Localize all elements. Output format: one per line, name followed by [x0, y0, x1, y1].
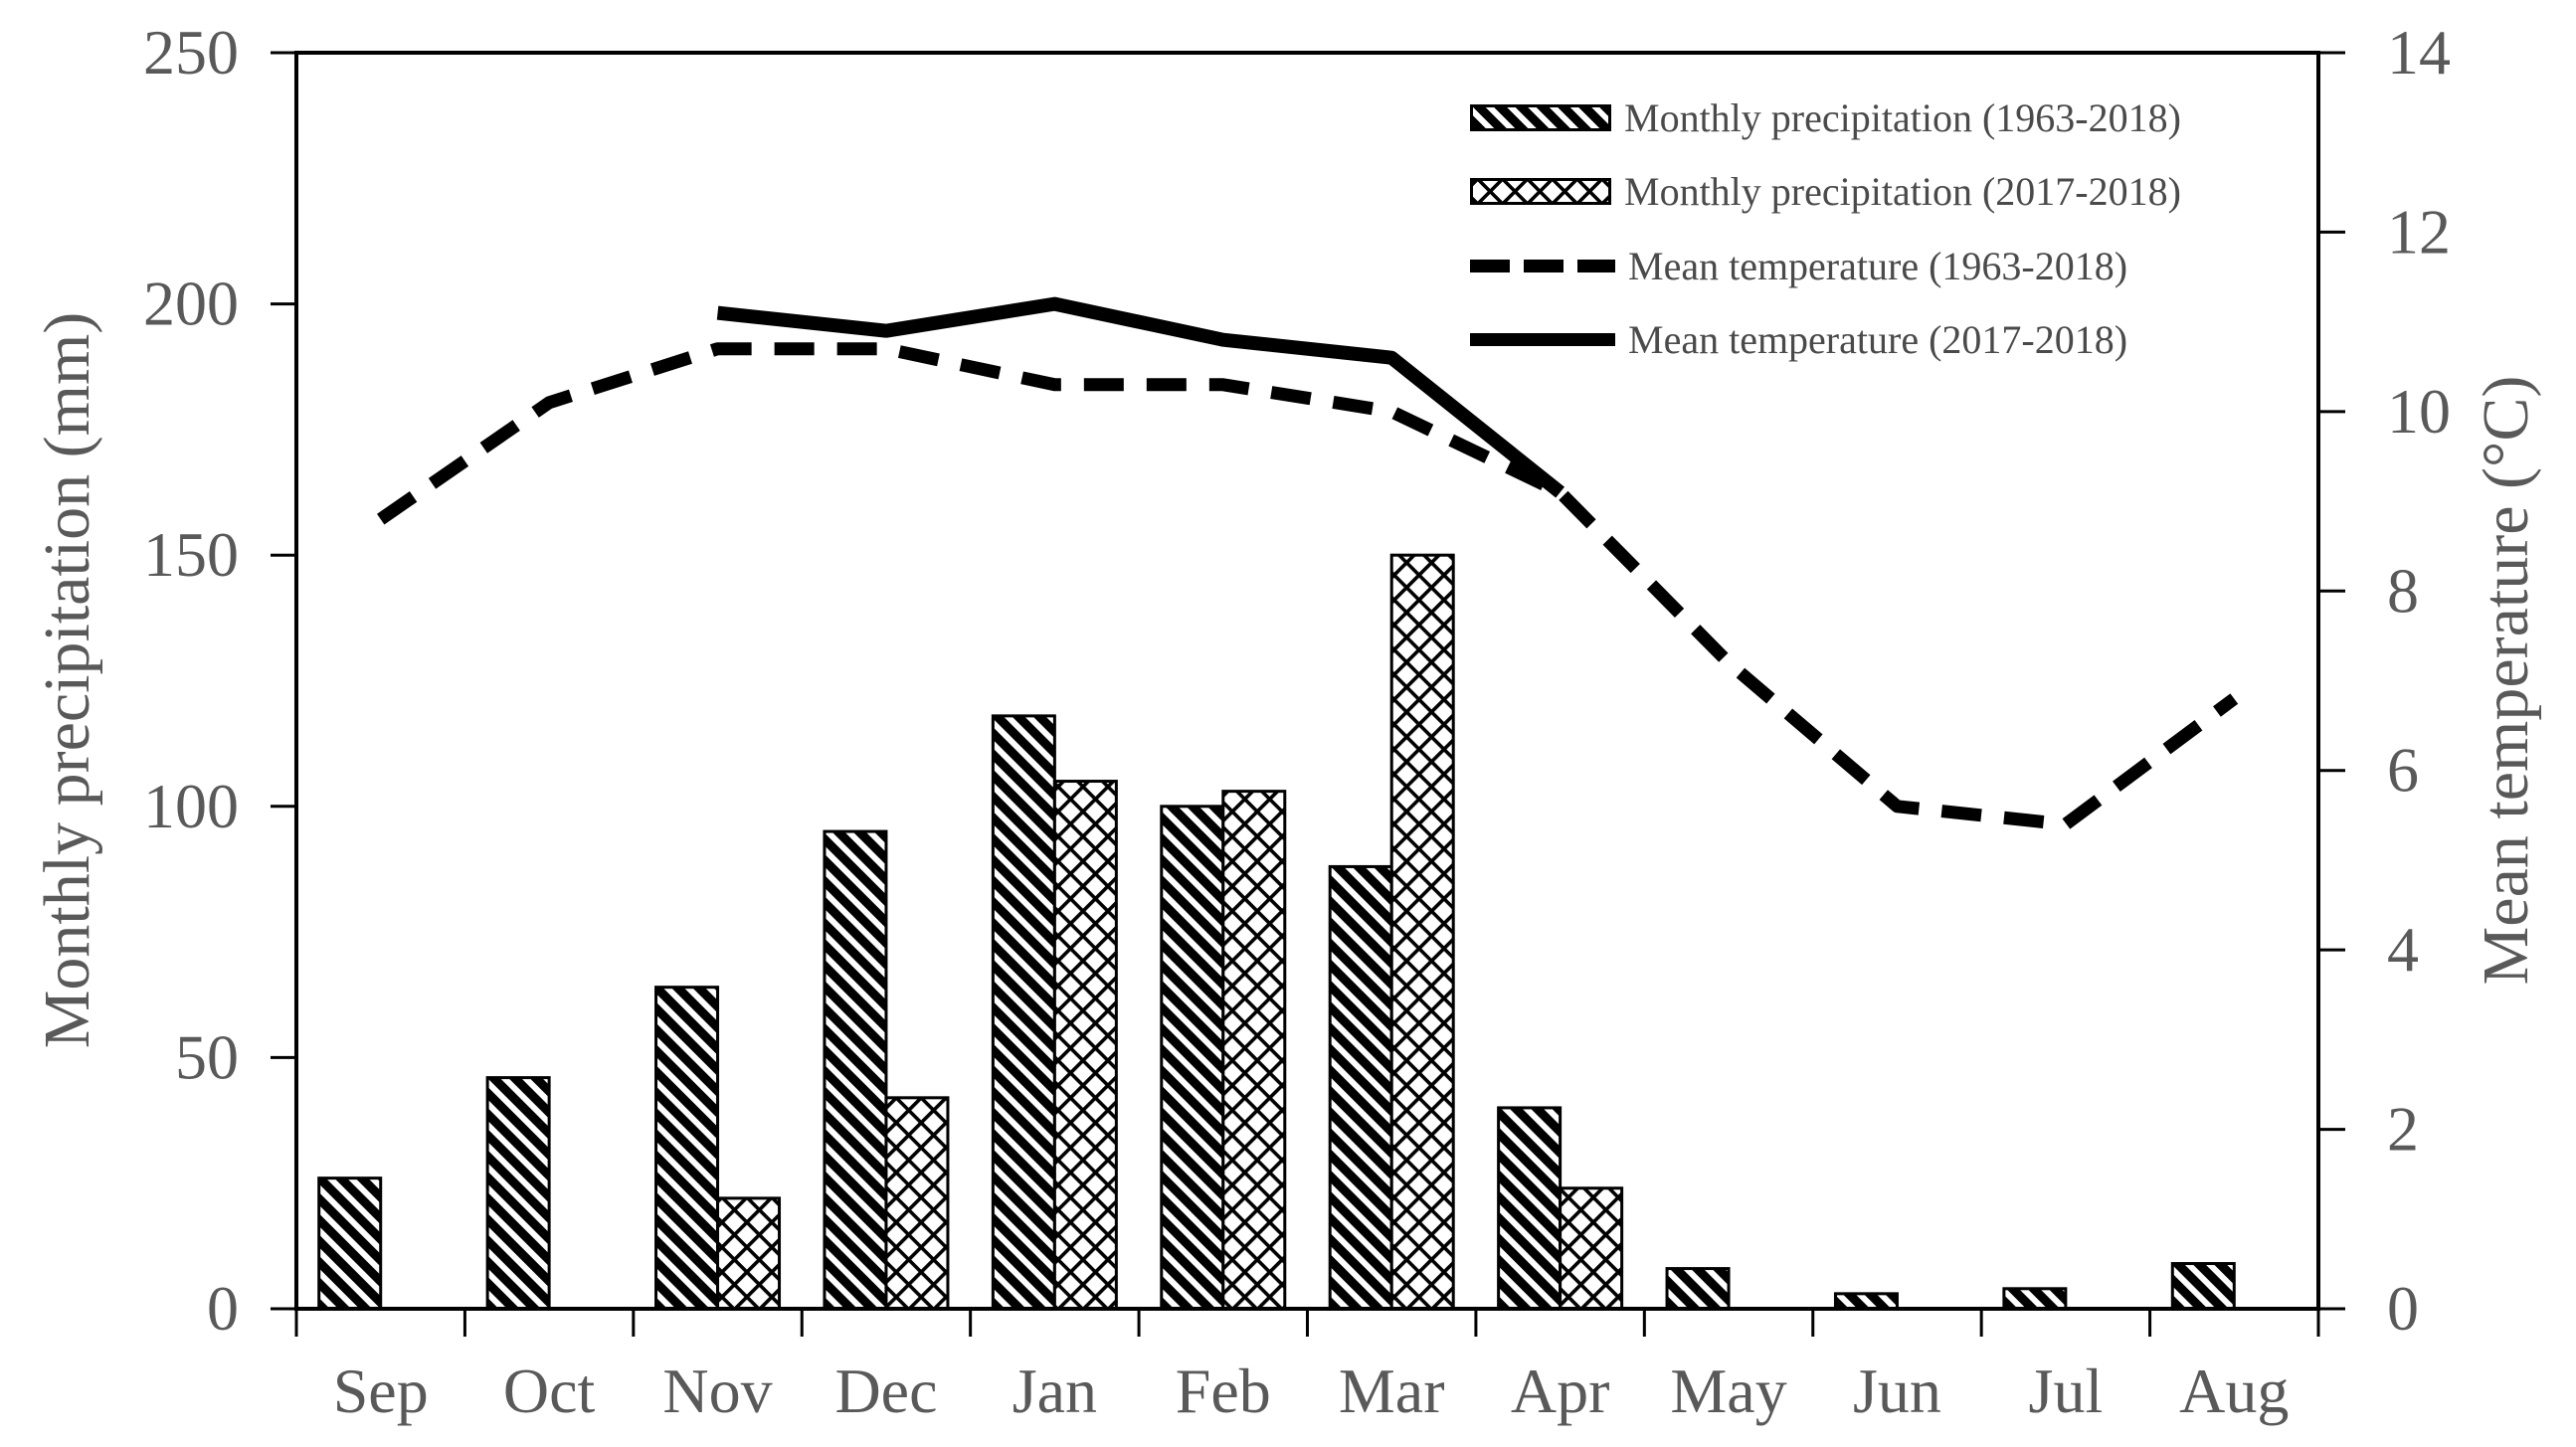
right-axis-tick-label-8: 8 [2387, 555, 2419, 626]
left-axis-tick-label-50: 50 [175, 1021, 239, 1092]
bar-precip-2017-2018-Dec [884, 1096, 950, 1311]
x-axis-month-label-Jul: Jul [2029, 1356, 2104, 1426]
right-axis-title: Mean temperature (°C) [2470, 375, 2542, 986]
left-axis-tick-label-200: 200 [143, 269, 239, 339]
x-axis-month-label-Aug: Aug [2179, 1356, 2289, 1426]
solid-line-swatch-icon [1470, 332, 1615, 346]
x-axis-month-label-May: May [1670, 1356, 1786, 1426]
diagonal-hatch-swatch-icon [1470, 103, 1611, 131]
legend-label: Monthly precipitation (1963-2018) [1624, 94, 2181, 140]
bar-precip-1963-2018-Mar [1328, 864, 1393, 1311]
bar-precip-1963-2018-Apr [1497, 1106, 1563, 1311]
right-axis-tick-label-12: 12 [2387, 196, 2451, 267]
x-axis-month-label-Nov: Nov [662, 1356, 772, 1426]
x-axis-month-label-Feb: Feb [1176, 1356, 1271, 1426]
bar-precip-1963-2018-Feb [1160, 805, 1225, 1311]
left-axis-tick-label-100: 100 [143, 771, 239, 841]
legend-item-precip-1963-2018: Monthly precipitation (1963-2018) [1470, 94, 2181, 140]
bar-precip-2017-2018-Mar [1389, 553, 1455, 1311]
x-axis-month-label-Jan: Jan [1012, 1356, 1097, 1426]
x-axis-month-label-Oct: Oct [503, 1356, 596, 1426]
cross-hatch-swatch-icon [1470, 177, 1611, 205]
bar-precip-1963-2018-Dec [823, 829, 888, 1311]
plot-frame [294, 51, 2320, 1311]
legend-label: Monthly precipitation (2017-2018) [1624, 168, 2181, 214]
bar-precip-2017-2018-Nov [716, 1196, 782, 1311]
bar-precip-2017-2018-Jan [1052, 780, 1118, 1311]
right-axis-tick-label-0: 0 [2387, 1273, 2419, 1344]
bar-precip-1963-2018-Oct [485, 1076, 551, 1311]
x-axis-month-label-Jun: Jun [1853, 1356, 1941, 1426]
right-axis-tick-label-2: 2 [2387, 1094, 2419, 1165]
left-axis-tick-label-250: 250 [143, 17, 239, 88]
bar-precip-1963-2018-Nov [654, 986, 720, 1311]
right-axis-tick-label-14: 14 [2387, 17, 2451, 88]
left-axis-title: Monthly precipitation (mm) [31, 311, 103, 1049]
legend-label: Mean temperature (1963-2018) [1628, 243, 2128, 288]
bar-precip-1963-2018-Jun [1833, 1292, 1899, 1311]
x-axis-month-label-Dec: Dec [834, 1356, 937, 1426]
left-axis-tick-label-150: 150 [143, 519, 239, 590]
bar-precip-1963-2018-May [1665, 1267, 1731, 1311]
legend-item-precip-2017-2018: Monthly precipitation (2017-2018) [1470, 168, 2181, 214]
right-axis-tick-label-4: 4 [2387, 914, 2419, 985]
legend-item-temp-2017-2018: Mean temperature (2017-2018) [1470, 316, 2128, 362]
left-axis-tick-label-0: 0 [207, 1273, 239, 1344]
bar-precip-1963-2018-Jul [2002, 1287, 2068, 1311]
right-axis-tick-label-6: 6 [2387, 735, 2419, 806]
bar-precip-1963-2018-Sep [317, 1176, 383, 1311]
bar-precip-1963-2018-Aug [2170, 1262, 2236, 1311]
bar-precip-2017-2018-Feb [1221, 790, 1287, 1311]
x-axis-month-label-Mar: Mar [1339, 1356, 1445, 1426]
line-temp-2017-2018 [716, 296, 1564, 498]
right-axis-tick-label-10: 10 [2387, 376, 2451, 447]
x-axis-month-label-Sep: Sep [333, 1356, 429, 1426]
bar-precip-2017-2018-Apr [1559, 1186, 1624, 1311]
line-temp-1963-2018 [377, 342, 2239, 831]
dashed-line-swatch-icon [1470, 259, 1615, 272]
x-axis-month-label-Apr: Apr [1511, 1356, 1610, 1426]
legend-item-temp-1963-2018: Mean temperature (1963-2018) [1470, 243, 2128, 288]
legend-label: Mean temperature (2017-2018) [1628, 316, 2128, 362]
bar-precip-1963-2018-Jan [991, 714, 1056, 1311]
